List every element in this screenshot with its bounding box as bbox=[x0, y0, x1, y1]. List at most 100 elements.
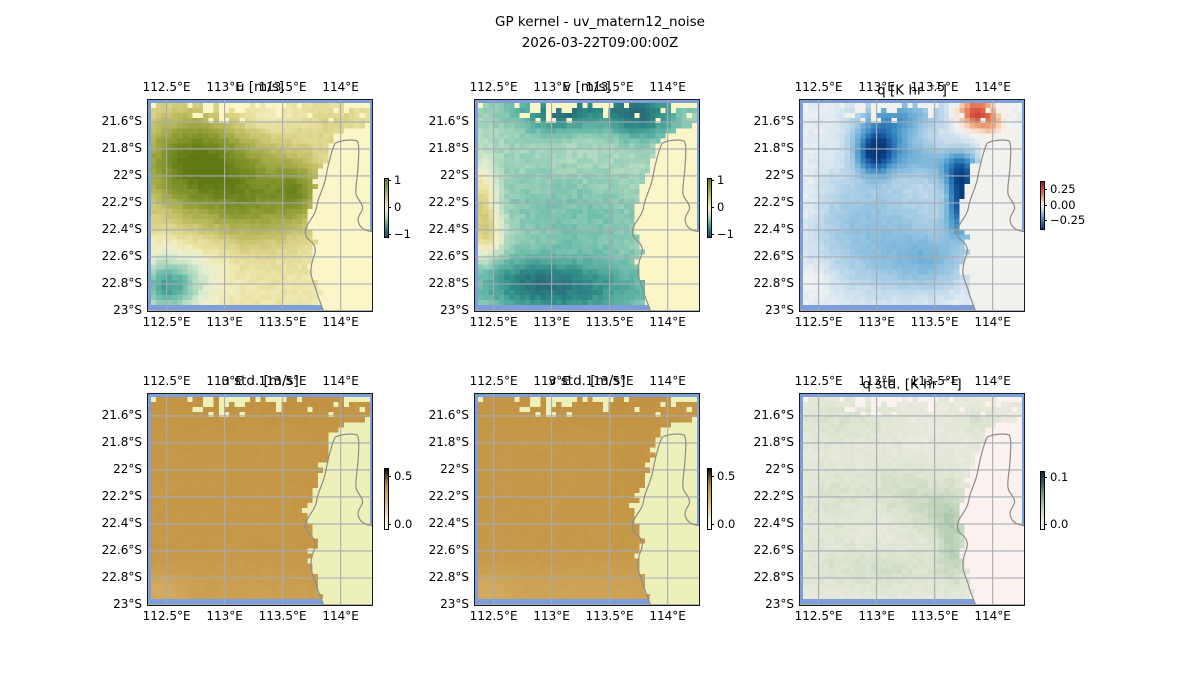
y-tick-q: 21.6°S bbox=[753, 113, 794, 128]
colorbar-tick-label: 0.1 bbox=[1050, 469, 1069, 484]
colorbar-tick bbox=[1044, 476, 1047, 478]
colorbar-tick-label: 1 bbox=[717, 173, 725, 188]
x-tick-top-q: 114°E bbox=[974, 80, 1011, 94]
colorbar-tick-label: −0.25 bbox=[1050, 213, 1086, 228]
y-tick-v: 21.8°S bbox=[428, 140, 469, 155]
colorbar-tick bbox=[388, 207, 391, 209]
gridlines-and-coastline bbox=[475, 100, 699, 311]
y-tick-u: 22.8°S bbox=[101, 275, 142, 290]
colorbar-tick bbox=[388, 524, 391, 526]
x-tick-top-q: 113.5°E bbox=[910, 80, 959, 94]
y-tick-q_std: 21.6°S bbox=[753, 407, 794, 422]
x-tick-bottom-u_std: 114°E bbox=[322, 609, 359, 623]
y-tick-v_std: 22.6°S bbox=[428, 542, 469, 557]
y-tick-u_std: 22°S bbox=[113, 461, 142, 476]
subplot-title-v_std: v std. [m/s] bbox=[548, 373, 626, 389]
x-tick-bottom-v: 112.5°E bbox=[469, 315, 518, 329]
x-tick-top-u: 113°E bbox=[206, 80, 243, 94]
y-tick-v: 22.6°S bbox=[428, 248, 469, 263]
x-tick-bottom-q_std: 113°E bbox=[858, 609, 895, 623]
x-tick-top-u: 112.5°E bbox=[142, 80, 191, 94]
x-tick-top-u: 114°E bbox=[322, 80, 359, 94]
heatmap-canvas-u bbox=[151, 103, 370, 305]
x-tick-top-q_std: 113.5°E bbox=[910, 374, 959, 388]
heatmap-canvas-v_std bbox=[478, 397, 697, 599]
y-tick-v: 22°S bbox=[440, 167, 469, 182]
y-tick-v_std: 22.2°S bbox=[428, 488, 469, 503]
x-tick-top-v: 114°E bbox=[649, 80, 686, 94]
colorbar-v_std bbox=[707, 468, 712, 530]
x-tick-bottom-v_std: 113.5°E bbox=[585, 609, 634, 623]
y-tick-q_std: 22.4°S bbox=[753, 515, 794, 530]
y-tick-q_std: 23°S bbox=[765, 596, 794, 611]
y-tick-u: 21.8°S bbox=[101, 140, 142, 155]
colorbar-tick-label: 0.25 bbox=[1050, 181, 1076, 196]
colorbar-tick bbox=[711, 180, 714, 182]
x-tick-bottom-u_std: 113.5°E bbox=[258, 609, 307, 623]
y-tick-q: 22°S bbox=[765, 167, 794, 182]
subplot-u-map bbox=[147, 99, 373, 312]
colorbar-tick bbox=[1044, 220, 1047, 222]
x-tick-bottom-u: 114°E bbox=[322, 315, 359, 329]
x-tick-bottom-q_std: 113.5°E bbox=[910, 609, 959, 623]
x-tick-top-q: 113°E bbox=[858, 80, 895, 94]
gridlines-and-coastline bbox=[475, 394, 699, 605]
x-tick-bottom-q_std: 114°E bbox=[974, 609, 1011, 623]
x-tick-bottom-v_std: 113°E bbox=[533, 609, 570, 623]
y-tick-v: 22.4°S bbox=[428, 221, 469, 236]
y-tick-v_std: 22°S bbox=[440, 461, 469, 476]
colorbar-q_std bbox=[1040, 471, 1045, 530]
x-tick-bottom-q: 113.5°E bbox=[910, 315, 959, 329]
colorbar-tick-label: 0.5 bbox=[717, 468, 736, 483]
x-tick-top-v: 112.5°E bbox=[469, 80, 518, 94]
y-tick-q: 21.8°S bbox=[753, 140, 794, 155]
y-tick-u_std: 21.6°S bbox=[101, 407, 142, 422]
gridlines-and-coastline bbox=[800, 100, 1024, 311]
subplot-q_std-map bbox=[799, 393, 1025, 606]
y-tick-q: 23°S bbox=[765, 302, 794, 317]
y-tick-v_std: 22.8°S bbox=[428, 569, 469, 584]
colorbar-tick bbox=[711, 475, 714, 477]
y-tick-u_std: 22.8°S bbox=[101, 569, 142, 584]
x-tick-top-u_std: 112.5°E bbox=[142, 374, 191, 388]
x-tick-bottom-v: 114°E bbox=[649, 315, 686, 329]
coastline bbox=[305, 140, 372, 311]
subplot-u_std-map bbox=[147, 393, 373, 606]
subplot-title-u_std: u std. [m/s] bbox=[221, 373, 299, 389]
colorbar-tick-label: 1 bbox=[394, 173, 402, 188]
y-tick-u: 22°S bbox=[113, 167, 142, 182]
y-tick-q: 22.4°S bbox=[753, 221, 794, 236]
colorbar-tick-label: 0.0 bbox=[1050, 517, 1069, 532]
y-tick-v: 21.6°S bbox=[428, 113, 469, 128]
colorbar-tick bbox=[1044, 188, 1047, 191]
heatmap-canvas-q_std bbox=[803, 397, 1022, 599]
colorbar-tick bbox=[711, 524, 714, 526]
x-tick-bottom-u: 113°E bbox=[206, 315, 243, 329]
colorbar-tick-label: 0.0 bbox=[717, 517, 736, 532]
coastline bbox=[957, 434, 1024, 605]
x-tick-bottom-q: 113°E bbox=[858, 315, 895, 329]
colorbar-u_std bbox=[384, 468, 389, 530]
figure-title: GP kernel - uv_matern12_noise bbox=[495, 14, 705, 30]
x-tick-top-q_std: 113°E bbox=[858, 374, 895, 388]
x-tick-bottom-u_std: 112.5°E bbox=[142, 609, 191, 623]
x-tick-bottom-u: 113.5°E bbox=[258, 315, 307, 329]
x-tick-top-v_std: 112.5°E bbox=[469, 374, 518, 388]
coastline bbox=[957, 140, 1024, 311]
x-tick-bottom-v: 113.5°E bbox=[585, 315, 634, 329]
y-tick-v_std: 21.6°S bbox=[428, 407, 469, 422]
y-tick-q: 22.8°S bbox=[753, 275, 794, 290]
y-tick-v_std: 23°S bbox=[440, 596, 469, 611]
x-tick-top-q: 112.5°E bbox=[794, 80, 843, 94]
colorbar-tick-label: 0.0 bbox=[394, 517, 413, 532]
x-tick-top-u_std: 114°E bbox=[322, 374, 359, 388]
y-tick-q_std: 22.2°S bbox=[753, 488, 794, 503]
x-tick-top-v: 113°E bbox=[533, 80, 570, 94]
x-tick-bottom-v_std: 112.5°E bbox=[469, 609, 518, 623]
colorbar-tick bbox=[388, 475, 391, 477]
subplot-title-v: v [m/s] bbox=[563, 79, 611, 95]
y-tick-u_std: 23°S bbox=[113, 596, 142, 611]
y-tick-u: 23°S bbox=[113, 302, 142, 317]
x-tick-bottom-q_std: 112.5°E bbox=[794, 609, 843, 623]
colorbar-tick bbox=[388, 180, 391, 182]
